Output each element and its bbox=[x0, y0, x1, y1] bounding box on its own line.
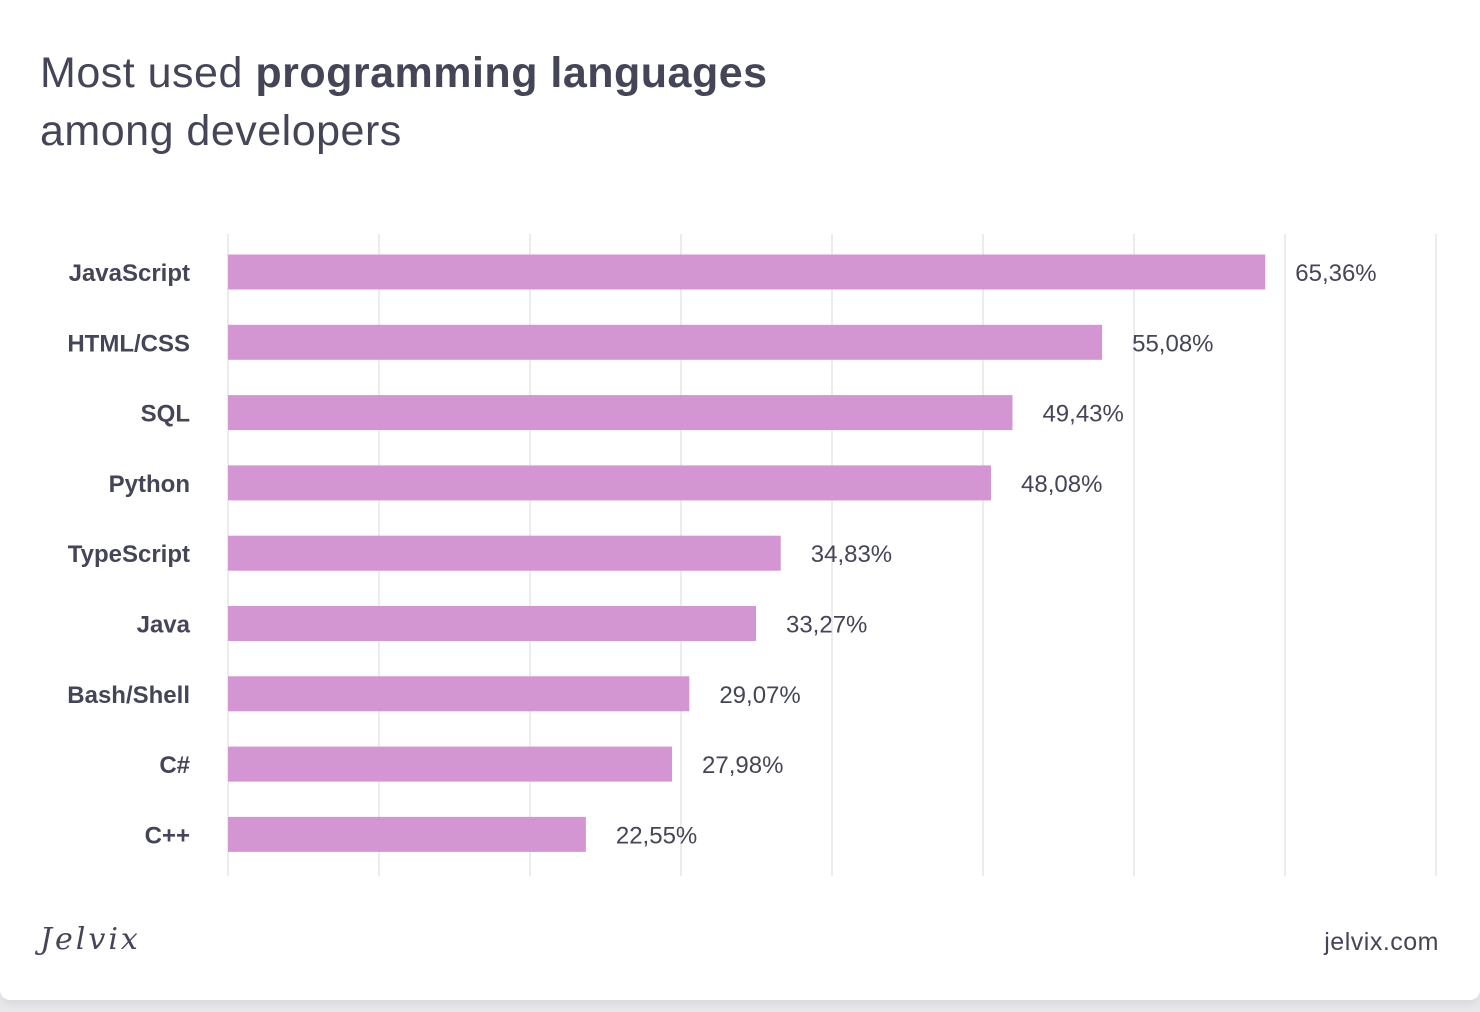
value-label: 22,55% bbox=[616, 822, 697, 849]
value-label: 33,27% bbox=[786, 612, 867, 639]
brand-logo: Jelvix bbox=[40, 922, 141, 957]
category-label: Python bbox=[109, 471, 190, 498]
category-labels: JavaScript HTML/CSS SQL Python TypeScript Jav… bbox=[67, 260, 190, 849]
title-bold: programming languages bbox=[255, 49, 768, 97]
chart-title: Most used programming languages among dev… bbox=[40, 44, 768, 160]
bar-c- bbox=[228, 746, 673, 782]
category-label: Bash/Shell bbox=[67, 682, 190, 709]
title-prefix: Most used bbox=[40, 49, 256, 97]
category-label: C++ bbox=[145, 822, 190, 849]
bars bbox=[228, 254, 1266, 852]
site-url: jelvix.com bbox=[1324, 928, 1439, 956]
value-labels: 65,36% 55,08% 49,43% 48,08% 34,83% 33,27% 29,0… bbox=[616, 260, 1377, 849]
bar-chart: JavaScript HTML/CSS SQL Python TypeScript Jav… bbox=[67, 234, 1437, 876]
value-label: 49,43% bbox=[1042, 401, 1123, 428]
bar-html-css bbox=[228, 324, 1103, 360]
category-label: SQL bbox=[141, 401, 190, 428]
bar-typescript bbox=[228, 535, 781, 571]
category-label: JavaScript bbox=[69, 260, 190, 287]
bar-c- bbox=[228, 816, 586, 852]
bar-bash-shell bbox=[228, 676, 690, 712]
bar-python bbox=[228, 465, 992, 501]
value-label: 48,08% bbox=[1021, 471, 1102, 498]
value-label: 65,36% bbox=[1295, 260, 1376, 287]
bar-java bbox=[228, 606, 756, 641]
category-label: TypeScript bbox=[68, 541, 190, 568]
category-label: HTML/CSS bbox=[67, 330, 190, 357]
title-line2: among developers bbox=[40, 107, 402, 155]
value-label: 29,07% bbox=[719, 682, 800, 709]
bar-sql bbox=[228, 395, 1013, 431]
value-label: 34,83% bbox=[811, 541, 892, 568]
value-label: 55,08% bbox=[1132, 330, 1213, 357]
bar-javascript bbox=[228, 254, 1266, 290]
category-label: Java bbox=[137, 612, 191, 639]
category-label: C# bbox=[159, 752, 190, 779]
value-label: 27,98% bbox=[702, 752, 783, 779]
